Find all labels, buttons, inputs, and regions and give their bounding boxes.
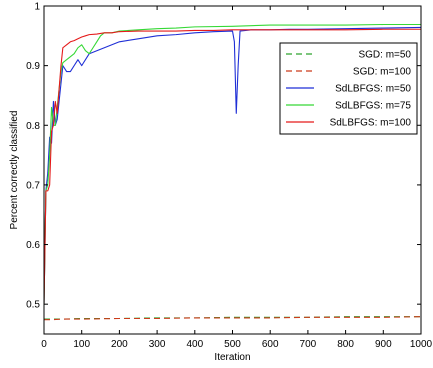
y-tick-label: 0.5 <box>26 300 40 311</box>
y-axis-label: Percent correctly classified <box>9 111 20 230</box>
series-line-sgd-m-100 <box>44 316 421 321</box>
legend-label: SdLBFGS: m=50 <box>335 84 411 95</box>
series-group <box>44 23 421 321</box>
x-tick-label: 500 <box>224 339 241 350</box>
x-tick-label: 300 <box>149 339 166 350</box>
y-tick-label: 0.6 <box>26 240 40 251</box>
x-tick-label: 100 <box>73 339 90 350</box>
series-line-sdlbfgs-m-100 <box>44 28 421 305</box>
x-tick-label: 600 <box>262 339 279 350</box>
legend-label: SGD: m=50 <box>358 50 411 61</box>
axes: 0 100 200 300 400 500 600 700 800 900 1000 0.5 0.6 0.… <box>26 2 432 351</box>
x-tick-label: 0 <box>41 339 47 350</box>
x-tick-label: 900 <box>375 339 392 350</box>
plot-area <box>44 23 421 321</box>
x-axis-label: Iteration <box>214 352 250 363</box>
y-tick-label: 1 <box>34 2 40 13</box>
legend-label: SGD: m=100 <box>353 67 412 78</box>
x-tick-label: 800 <box>337 339 354 350</box>
x-tick-label: 1000 <box>410 339 433 350</box>
legend-label: SdLBFGS: m=75 <box>335 101 411 112</box>
x-tick-label: 700 <box>300 339 317 350</box>
series-line-sdlbfgs-m-75 <box>44 23 421 305</box>
legend-label: SdLBFGS: m=100 <box>330 118 412 129</box>
y-tick-label: 0.9 <box>26 61 40 72</box>
x-tick-label: 200 <box>111 339 128 350</box>
y-tick-label: 0.8 <box>26 121 40 132</box>
legend: SGD: m=50 SGD: m=100 SdLBFGS: m=50 SdLBFGS:… <box>279 42 418 135</box>
x-tick-label: 400 <box>186 339 203 350</box>
y-tick-label: 0.7 <box>26 180 40 191</box>
